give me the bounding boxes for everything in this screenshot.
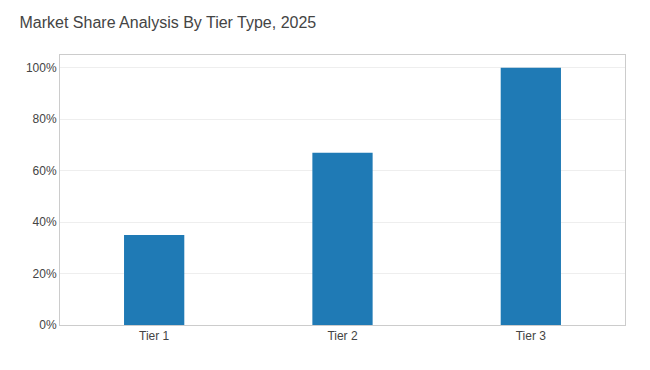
svg-text:80%: 80% xyxy=(33,112,57,126)
svg-text:0%: 0% xyxy=(39,318,57,332)
svg-text:60%: 60% xyxy=(33,164,57,178)
svg-text:Tier 3: Tier 3 xyxy=(516,329,547,343)
svg-text:40%: 40% xyxy=(33,215,57,229)
svg-text:100%: 100% xyxy=(26,61,57,75)
svg-text:20%: 20% xyxy=(33,267,57,281)
svg-text:Tier 1: Tier 1 xyxy=(139,329,170,343)
svg-text:Tier 2: Tier 2 xyxy=(327,329,358,343)
svg-text:Market Share Analysis By Tier: Market Share Analysis By Tier Type, 2025 xyxy=(20,14,317,31)
